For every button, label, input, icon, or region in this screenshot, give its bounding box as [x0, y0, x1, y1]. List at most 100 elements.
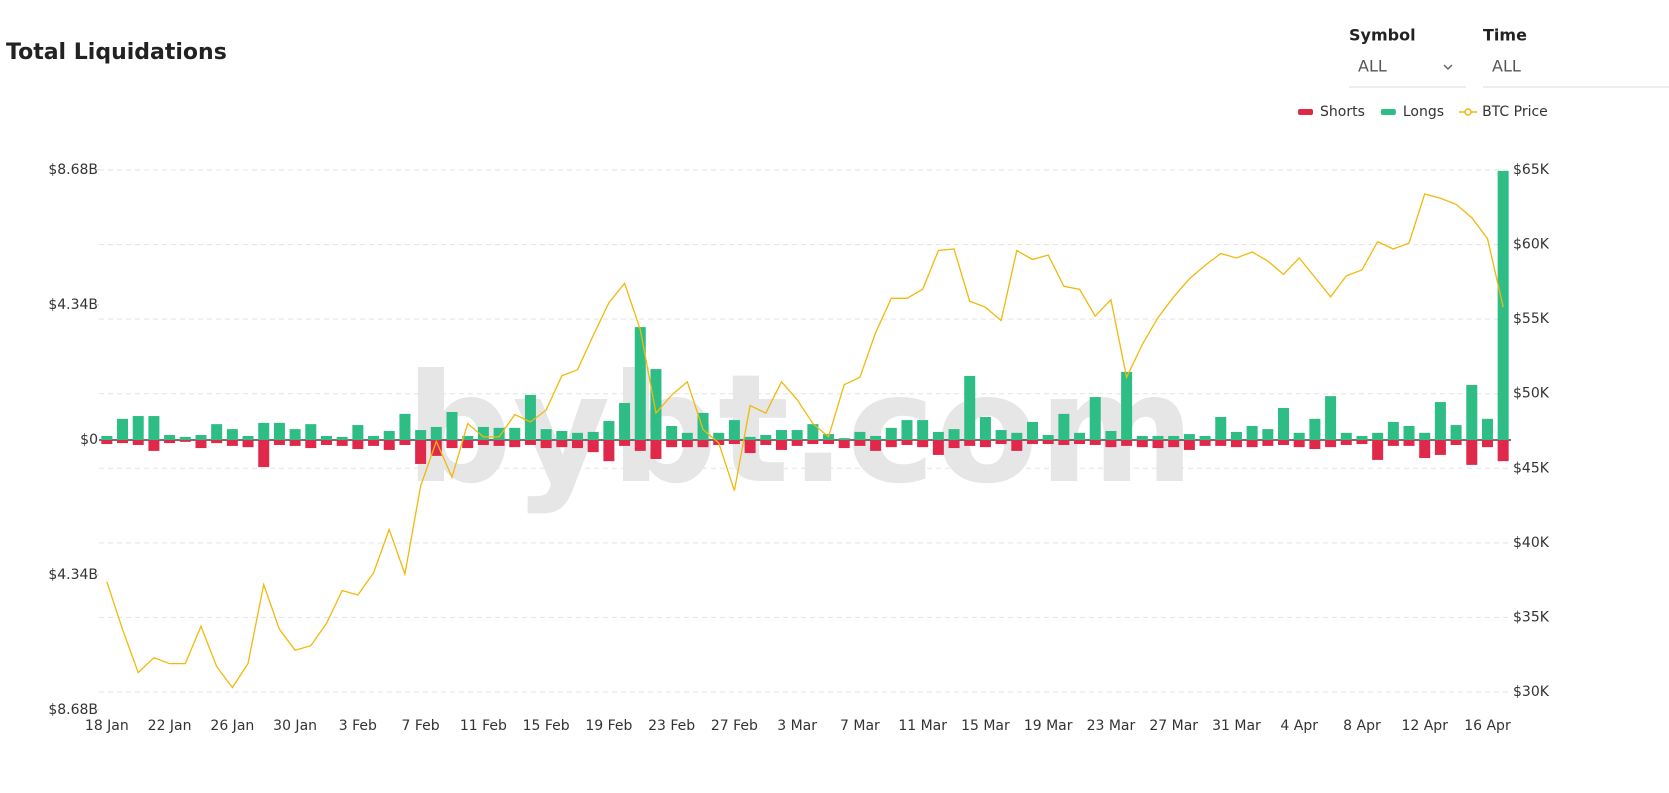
bar — [524, 440, 536, 445]
y-tick-label: $8.68B — [48, 162, 98, 178]
x-tick-label: 7 Feb — [402, 718, 440, 734]
bar — [572, 440, 584, 449]
bar — [1215, 440, 1227, 446]
bar — [164, 435, 176, 440]
bar — [1246, 426, 1258, 440]
bar — [964, 440, 976, 446]
bar — [995, 430, 1007, 440]
bar — [979, 440, 991, 448]
symbol-value[interactable]: ALL — [1358, 57, 1387, 76]
bar — [430, 426, 442, 440]
bar — [1387, 440, 1399, 446]
bar — [477, 426, 489, 440]
x-tick-label: 23 Feb — [648, 718, 695, 734]
bar — [603, 421, 615, 440]
bar — [901, 440, 913, 445]
x-tick-label: 12 Apr — [1401, 718, 1448, 734]
bar — [650, 369, 662, 440]
bar — [477, 440, 489, 445]
x-tick-label: 7 Mar — [840, 718, 880, 734]
bar — [1026, 440, 1038, 445]
x-tick-label: 4 Apr — [1280, 718, 1318, 734]
x-tick-label: 27 Feb — [711, 718, 758, 734]
bar — [681, 440, 693, 448]
bar — [1387, 421, 1399, 440]
bar — [1230, 431, 1242, 440]
bar — [1466, 384, 1478, 440]
bar — [1372, 440, 1384, 460]
bar — [399, 413, 411, 440]
bar — [681, 432, 693, 440]
bar — [697, 440, 709, 448]
bar — [509, 440, 521, 448]
bar — [948, 429, 960, 440]
bar — [1481, 440, 1493, 448]
bar — [305, 440, 317, 449]
bar — [242, 435, 254, 440]
bar — [509, 427, 521, 440]
bar — [556, 440, 568, 448]
legend-swatch — [1298, 109, 1313, 115]
bar — [117, 418, 129, 440]
bar — [932, 431, 944, 440]
bar — [383, 440, 395, 450]
bar — [1309, 418, 1321, 440]
bar — [854, 440, 866, 446]
bar — [1434, 402, 1446, 440]
bar — [1434, 440, 1446, 455]
legend-swatch — [1380, 109, 1396, 115]
bar — [1105, 440, 1117, 448]
bar — [807, 440, 819, 445]
x-tick-label: 31 Mar — [1212, 718, 1261, 734]
time-value[interactable]: ALL — [1492, 57, 1521, 76]
bar — [1152, 440, 1164, 449]
bar — [870, 440, 882, 451]
chevron[interactable] — [1443, 64, 1453, 71]
bar — [1262, 429, 1274, 440]
bar — [1183, 434, 1195, 440]
bar — [854, 431, 866, 440]
bar — [211, 440, 223, 444]
bar — [101, 435, 113, 440]
time-select[interactable]: Time ALL — [1483, 26, 1669, 88]
bar — [1011, 432, 1023, 440]
bar — [540, 429, 552, 440]
bar — [242, 440, 254, 448]
bar — [744, 440, 756, 454]
bar — [368, 435, 380, 440]
x-tick-label: 23 Mar — [1087, 718, 1136, 734]
bar — [1356, 440, 1368, 445]
bar — [415, 430, 427, 440]
y2-tick-label: $65K — [1513, 162, 1550, 178]
bar — [1450, 425, 1462, 440]
bar — [1074, 432, 1086, 440]
symbol-select[interactable]: Symbol ALL — [1349, 26, 1466, 88]
bar — [666, 426, 678, 440]
legend-label: BTC Price — [1482, 104, 1548, 120]
bar — [760, 435, 772, 440]
bar — [697, 412, 709, 440]
bar — [446, 440, 458, 449]
x-tick-label: 11 Mar — [898, 718, 947, 734]
bar — [336, 436, 348, 440]
bar — [540, 440, 552, 449]
bar — [1372, 432, 1384, 440]
x-tick-label: 16 Apr — [1464, 718, 1511, 734]
bar — [1136, 435, 1148, 440]
bar — [1481, 418, 1493, 440]
bar — [587, 431, 599, 440]
bar — [368, 440, 380, 446]
bar — [838, 438, 850, 440]
bar — [556, 430, 568, 440]
bar — [838, 440, 850, 449]
y-tick-label: $8.68B — [48, 702, 98, 718]
bar — [117, 440, 129, 444]
bar — [1152, 435, 1164, 440]
bar — [634, 440, 646, 451]
y2-tick-label: $40K — [1513, 535, 1550, 551]
bar — [1278, 407, 1290, 440]
bar — [352, 425, 364, 440]
watermark: bybt.com — [405, 343, 1194, 517]
bar — [1089, 440, 1101, 445]
bar — [932, 440, 944, 455]
